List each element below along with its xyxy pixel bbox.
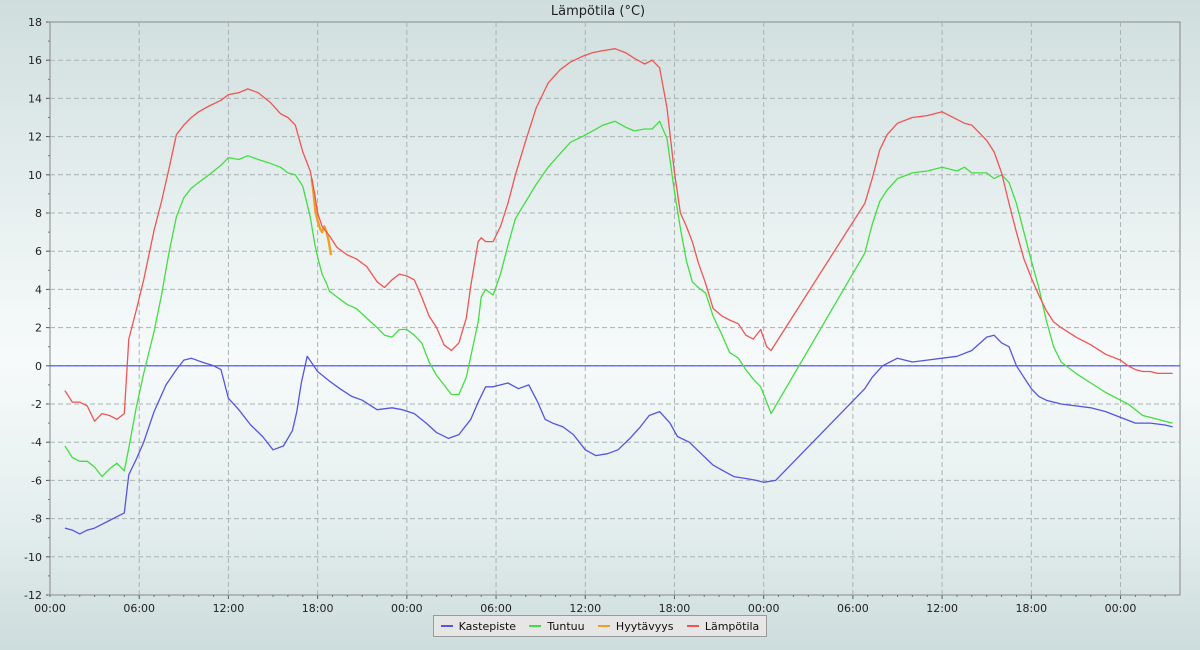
y-tick-label: 6 xyxy=(35,245,42,258)
y-tick-label: -8 xyxy=(31,513,42,526)
legend-label: Hyytävyys xyxy=(615,619,674,633)
x-tick-label: 06:00 xyxy=(837,602,869,615)
x-axis: 00:00 06:00 12:00 18:00 00:00 06:00 12:00 18:0… xyxy=(34,595,1166,615)
legend: Kastepiste Tuntuu Hyytävyys Lämpötila xyxy=(433,615,767,637)
y-tick-label: -2 xyxy=(31,398,42,411)
legend-item: Tuntuu xyxy=(529,619,585,633)
legend-item: Hyytävyys xyxy=(597,619,674,633)
x-tick-label: 06:00 xyxy=(480,602,512,615)
legend-swatch xyxy=(440,625,453,627)
y-tick-label: 2 xyxy=(35,322,42,335)
series-group xyxy=(64,48,1173,535)
x-tick-label: 00:00 xyxy=(1105,602,1137,615)
y-tick-label: -12 xyxy=(24,589,42,602)
legend-swatch xyxy=(686,625,699,627)
legend-label: Tuntuu xyxy=(547,619,585,633)
chart-title: Lämpötila (°C) xyxy=(551,4,645,19)
x-tick-label: 12:00 xyxy=(213,602,245,615)
x-tick-label: 18:00 xyxy=(302,602,334,615)
legend-label: Kastepiste xyxy=(458,619,517,633)
y-tick-label: -4 xyxy=(31,436,42,449)
series-line-hyytävyys xyxy=(310,178,333,256)
y-axis: 18 16 14 12 10 8 6 4 2 0 -2 -4 -6 -8 -10 -12 xyxy=(24,16,50,602)
x-tick-label: 00:00 xyxy=(748,602,780,615)
legend-swatch xyxy=(529,625,542,627)
legend-swatch xyxy=(597,625,610,627)
y-tick-label: 16 xyxy=(28,54,42,67)
plot-area xyxy=(49,21,1181,596)
x-tick-label: 18:00 xyxy=(1015,602,1047,615)
series-line-lämpötila xyxy=(64,48,1173,422)
y-tick-label: -6 xyxy=(31,474,42,487)
y-tick-label: 14 xyxy=(28,92,42,105)
y-tick-label: 12 xyxy=(28,131,42,144)
x-tick-label: 00:00 xyxy=(391,602,423,615)
x-tick-label: 18:00 xyxy=(659,602,691,615)
legend-item: Kastepiste xyxy=(440,619,517,633)
legend-label: Lämpötila xyxy=(704,619,760,633)
series-line-tuntuu xyxy=(64,120,1173,478)
x-tick-label: 06:00 xyxy=(123,602,155,615)
y-tick-label: 8 xyxy=(35,207,42,220)
x-tick-label: 00:00 xyxy=(34,602,66,615)
x-tick-label: 12:00 xyxy=(926,602,958,615)
grid xyxy=(50,22,1180,595)
series-line-kastepiste xyxy=(64,334,1173,535)
y-tick-label: 18 xyxy=(28,16,42,29)
y-tick-label: 10 xyxy=(28,169,42,182)
legend-item: Lämpötila xyxy=(686,619,760,633)
y-tick-label: 4 xyxy=(35,283,42,296)
y-tick-label: 0 xyxy=(35,360,42,373)
y-tick-label: -10 xyxy=(24,551,42,564)
x-tick-label: 12:00 xyxy=(569,602,601,615)
